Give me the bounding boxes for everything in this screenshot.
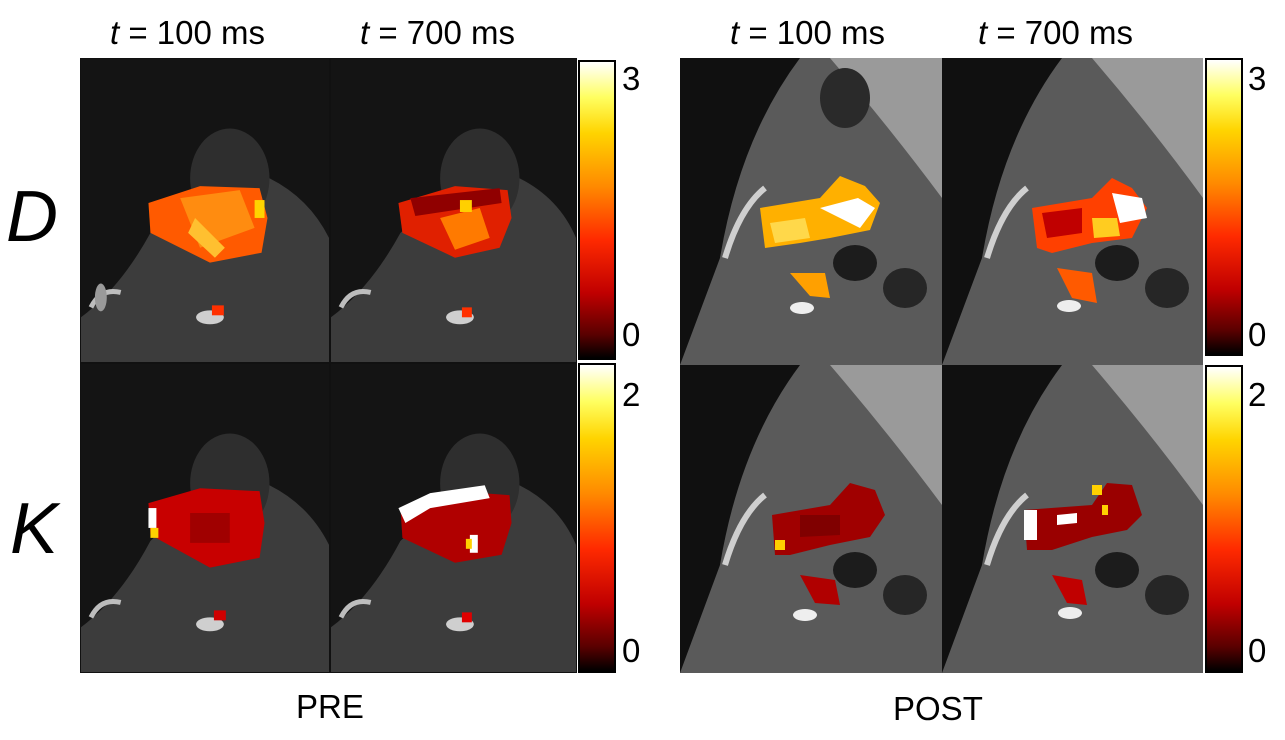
colorbar-K-post-max: 2	[1248, 376, 1267, 413]
colorbar-D-pre-min: 0	[622, 316, 641, 353]
panel-post-D-t100	[680, 58, 942, 365]
colorbar-K-post	[1205, 365, 1243, 673]
colorbar-D-pre-max: 3	[622, 60, 641, 97]
group-label-pre: PRE	[296, 688, 364, 725]
group-label-post: POST	[893, 690, 983, 727]
panel-pre-K-t100	[80, 363, 330, 673]
panel-pre-K-t700	[330, 363, 577, 673]
panel-post-D-t700	[942, 58, 1203, 365]
panel-pre-D-t100	[80, 58, 330, 363]
column-title-post-t700: t = 700 ms	[978, 14, 1133, 51]
colorbar-K-pre-max: 2	[622, 376, 641, 413]
colorbar-D-post-max: 3	[1248, 60, 1267, 97]
colorbar-D-post-min: 0	[1248, 316, 1267, 353]
colorbar-K-post-min: 0	[1248, 632, 1267, 669]
panel-post-K-t100	[680, 365, 942, 673]
panel-post-K-t700	[942, 365, 1203, 673]
column-title-pre-t700: t = 700 ms	[360, 14, 515, 51]
colorbar-K-pre	[578, 363, 616, 673]
panel-pre-D-t700	[330, 58, 577, 363]
column-title-pre-t100: t = 100 ms	[110, 14, 265, 51]
colorbar-D-post	[1205, 58, 1243, 356]
row-label-D: D	[6, 177, 58, 257]
colorbar-D-pre	[578, 60, 616, 360]
row-label-K: K	[10, 489, 59, 569]
column-title-post-t100: t = 100 ms	[730, 14, 885, 51]
colorbar-K-pre-min: 0	[622, 632, 641, 669]
